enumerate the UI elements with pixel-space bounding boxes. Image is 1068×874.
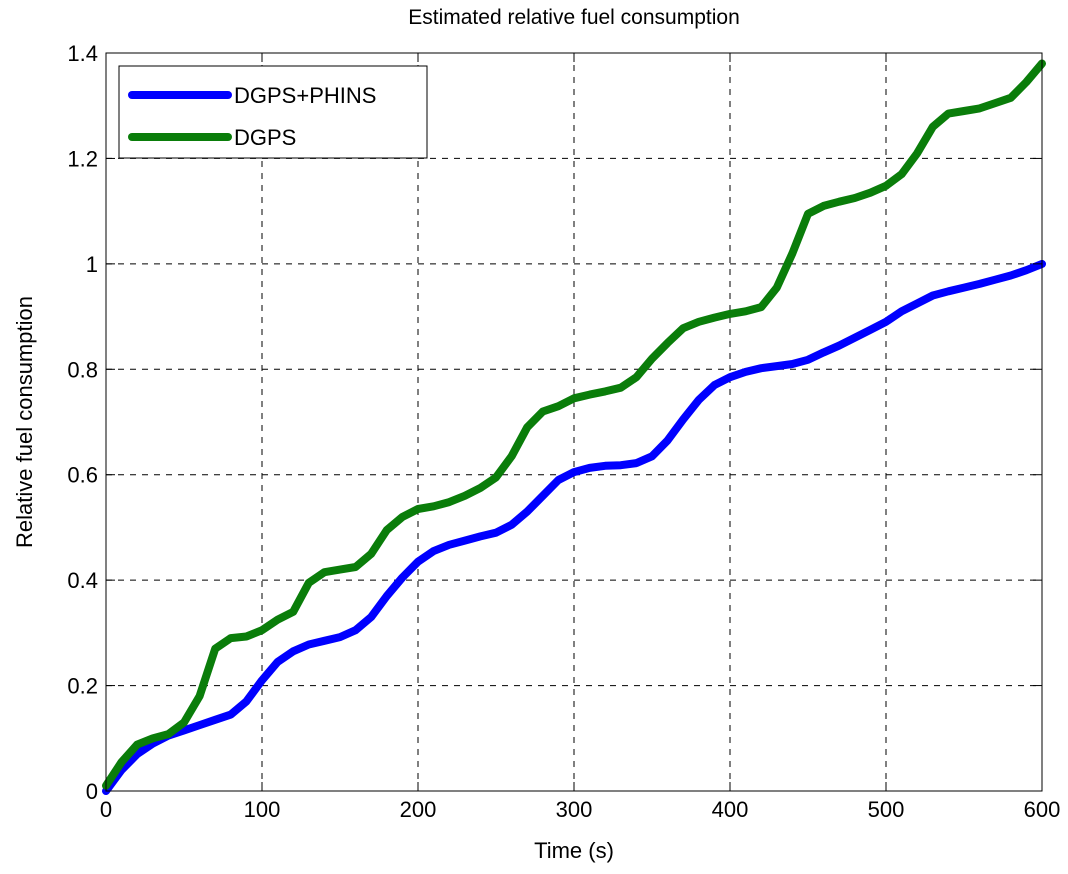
y-tick-label: 0.6	[67, 463, 98, 488]
x-axis-label: Time (s)	[534, 838, 614, 863]
legend-box	[118, 65, 428, 159]
y-tick-label: 1.2	[67, 146, 98, 171]
y-tick-label: 0	[86, 779, 98, 804]
legend-label-dgps: DGPS	[234, 125, 296, 150]
y-tick-label: 0.8	[67, 357, 98, 382]
x-tick-label: 200	[400, 797, 437, 822]
y-tick-label: 0.2	[67, 674, 98, 699]
chart-title: Estimated relative fuel consumption	[408, 6, 740, 29]
y-tick-label: 1	[86, 252, 98, 277]
y-tick-label: 0.4	[67, 568, 98, 593]
x-tick-label: 400	[712, 797, 749, 822]
x-tick-label: 600	[1024, 797, 1061, 822]
y-axis-label: Relative fuel consumption	[12, 296, 37, 548]
legend: DGPS+PHINS DGPS	[118, 65, 428, 159]
x-tick-label: 300	[556, 797, 593, 822]
legend-label-dgps-phins: DGPS+PHINS	[234, 83, 376, 108]
series-line-dgps-phins	[102, 259, 1046, 795]
x-tick-label: 0	[100, 797, 112, 822]
x-tick-label: 500	[868, 797, 905, 822]
series-layer	[102, 59, 1046, 795]
x-tick-label: 100	[244, 797, 281, 822]
grid	[106, 53, 1042, 791]
ticks: 0 100 200 300 400 500 600 0 0.2 0.4 0.6 0.8 1 1.2 1.4	[67, 41, 1060, 822]
y-tick-label: 1.4	[67, 41, 98, 66]
series-line-dgps	[102, 59, 1046, 790]
